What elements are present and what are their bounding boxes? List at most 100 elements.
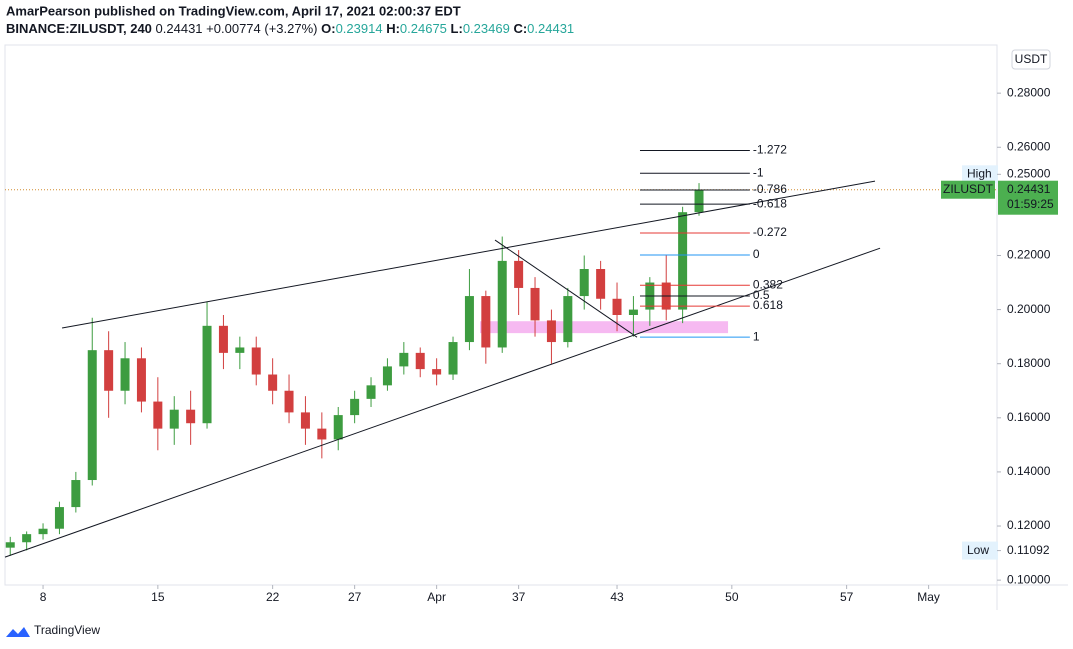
candle-body	[497, 260, 507, 348]
candle-body	[251, 347, 261, 375]
candle-body	[235, 347, 245, 353]
fib-label: 0	[753, 247, 760, 261]
candle-body	[350, 398, 360, 416]
marker-label: High	[967, 166, 992, 180]
y-tick-label: 0.20000	[1007, 302, 1051, 316]
author-line: AmarPearson published on TradingView.com…	[6, 3, 461, 18]
current-symbol-box	[941, 180, 995, 199]
y-tick-label: 0.10000	[1007, 572, 1051, 586]
close: 0.24431	[527, 21, 574, 36]
x-tick-label: Apr	[427, 590, 446, 604]
candle-body	[5, 542, 15, 548]
current-symbol: ZILUSDT	[943, 182, 994, 196]
marker-box	[962, 541, 998, 560]
candle-body	[169, 409, 179, 429]
low-label: L:	[451, 21, 463, 36]
current-price-box	[998, 180, 1058, 215]
x-tick-label: 22	[266, 590, 280, 604]
candle-body	[514, 260, 524, 288]
y-tick-label: 0.22000	[1007, 248, 1051, 262]
candle-body	[317, 428, 327, 440]
fib-label: 1	[753, 329, 760, 343]
zone	[480, 321, 729, 334]
candle-body	[54, 507, 64, 529]
brand-logo	[6, 627, 30, 637]
x-tick-label: 37	[512, 590, 526, 604]
fib-label: 0.382	[753, 277, 783, 291]
candle-body	[202, 325, 212, 424]
candle-body	[38, 528, 48, 535]
candle-body	[382, 366, 392, 386]
y-tick-label: 0.16000	[1007, 410, 1051, 424]
candle-body	[579, 269, 589, 297]
y-tick-label: 0.18000	[1007, 356, 1051, 370]
candle-body	[120, 358, 130, 391]
candle-body	[678, 212, 688, 310]
last: 0.24431	[156, 21, 203, 36]
change: +0.00774 (+3.27%)	[206, 21, 317, 36]
currency: USDT	[1015, 52, 1048, 66]
candle-body	[186, 409, 196, 424]
currency-button[interactable]	[1011, 49, 1051, 70]
high: 0.24675	[400, 21, 447, 36]
marker-value: 0.25000	[1007, 166, 1051, 180]
current-price: 0.24431	[1007, 182, 1051, 196]
candle-body	[546, 320, 556, 343]
candle-body	[268, 374, 278, 391]
candle-body	[596, 269, 606, 299]
fib-label: -0.786	[753, 182, 787, 196]
fib-label: 0.618	[753, 298, 783, 312]
open-label: O:	[321, 21, 335, 36]
candle-body	[563, 296, 573, 343]
x-tick-label: 57	[840, 590, 854, 604]
x-tick-label: 43	[610, 590, 624, 604]
candle-body	[284, 390, 294, 413]
candle-body	[432, 369, 442, 375]
brand: TradingView	[34, 623, 100, 637]
open: 0.23914	[336, 21, 383, 36]
y-tick-label: 0.28000	[1007, 85, 1051, 99]
low: 0.23469	[463, 21, 510, 36]
x-tick-label: 27	[348, 590, 362, 604]
candle-body	[694, 189, 704, 213]
y-tick-label: 0.26000	[1007, 139, 1051, 153]
fib-label: -1.272	[753, 143, 787, 157]
marker-label: Low	[967, 543, 989, 557]
candle-body	[300, 412, 310, 429]
x-tick-label: 50	[725, 590, 739, 604]
candle-body	[481, 296, 491, 348]
candle-body	[104, 350, 114, 391]
x-tick-label: 8	[40, 590, 47, 604]
candle-body	[136, 358, 146, 402]
candle-body	[366, 385, 376, 399]
marker-box	[962, 165, 998, 184]
fib-label: -0.272	[753, 225, 787, 239]
symbol: BINANCE:ZILUSDT, 240	[6, 21, 152, 36]
candle-body	[448, 342, 458, 375]
candle-body	[87, 350, 97, 481]
close-label: C:	[513, 21, 527, 36]
trendline	[4, 247, 881, 558]
candle-body	[415, 352, 425, 370]
quote-line: BINANCE:ZILUSDT, 240 0.24431 +0.00774 (+…	[6, 21, 574, 36]
x-tick-label: 15	[151, 590, 165, 604]
y-tick-label: 0.12000	[1007, 518, 1051, 532]
marker-value: 0.11092	[1007, 543, 1050, 557]
candle-body	[530, 287, 540, 321]
candle-body	[22, 534, 32, 543]
candle-body	[333, 415, 343, 440]
fib-label: -1	[753, 165, 764, 179]
trendline	[61, 180, 876, 329]
high-label: H:	[386, 21, 400, 36]
candle-body	[612, 298, 622, 315]
logo-mark	[6, 627, 30, 637]
fib-label: -0.618	[753, 196, 787, 210]
countdown: 01:59:25	[1007, 197, 1054, 211]
candle-body	[464, 296, 474, 343]
y-tick-label: 0.14000	[1007, 464, 1051, 478]
candle-body	[153, 401, 163, 429]
x-tick-label: May	[917, 590, 940, 604]
candle-body	[218, 325, 228, 353]
candle-body	[399, 352, 409, 367]
